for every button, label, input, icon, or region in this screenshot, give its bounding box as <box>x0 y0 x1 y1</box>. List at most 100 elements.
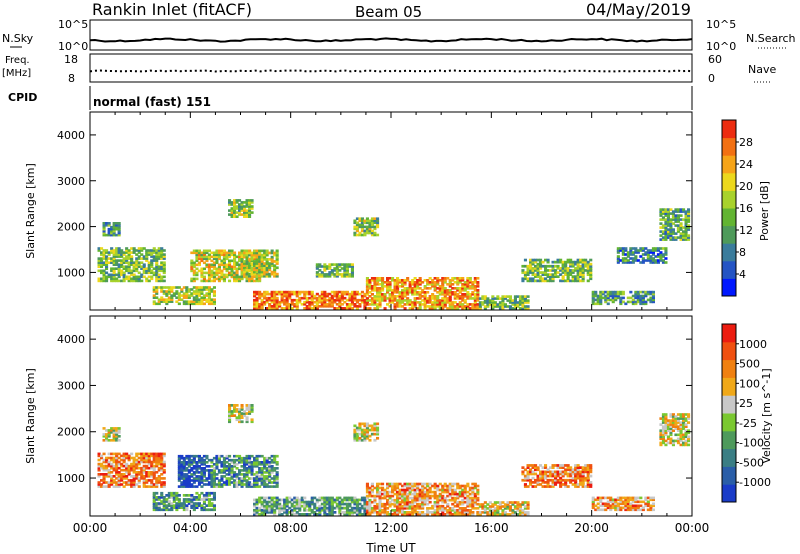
heatmap-cell <box>185 504 189 507</box>
heatmap-cell <box>130 485 134 488</box>
heatmap-cell <box>112 229 116 233</box>
heatmap-cell <box>368 498 372 502</box>
heatmap-cell <box>132 261 136 264</box>
heatmap-cell <box>536 258 540 262</box>
heatmap-cell <box>381 283 385 286</box>
heatmap-cell <box>448 511 452 514</box>
heatmap-cell <box>105 255 109 258</box>
heatmap-cell <box>265 508 269 512</box>
heatmap-cell <box>436 301 440 304</box>
heatmap-cell <box>195 294 199 297</box>
heatmap-cell <box>135 269 139 273</box>
heatmap-cell <box>293 500 297 504</box>
heatmap-cell <box>496 305 500 308</box>
heatmap-cell <box>160 508 164 512</box>
heatmap-cell <box>122 468 126 472</box>
heatmap-cell <box>446 277 450 280</box>
heatmap-cell <box>423 295 427 298</box>
heatmap-cell <box>295 290 299 294</box>
heatmap-cell <box>418 303 422 306</box>
heatmap-cell <box>197 465 201 468</box>
heatmap-cell <box>616 247 620 250</box>
heatmap-cell <box>518 295 522 298</box>
heatmap-cell <box>285 294 289 298</box>
heatmap-cell <box>539 472 543 476</box>
heatmap-cell <box>649 292 653 296</box>
heatmap-cell <box>245 469 249 472</box>
heatmap-cell <box>162 255 166 258</box>
heatmap-cell <box>245 456 249 460</box>
heatmap-cell <box>115 483 119 486</box>
heatmap-cell <box>228 473 232 476</box>
heatmap-cell <box>240 255 244 259</box>
heatmap-cell <box>358 438 362 442</box>
heatmap-cell <box>453 297 457 300</box>
heatmap-cell <box>325 305 329 308</box>
heatmap-cell <box>687 212 691 215</box>
heatmap-cell <box>288 294 292 298</box>
heatmap-cell <box>152 477 156 480</box>
heatmap-cell <box>443 482 447 486</box>
heatmap-cell <box>162 468 166 472</box>
heatmap-cell <box>350 292 354 296</box>
heatmap-cell <box>456 482 460 486</box>
heatmap-cell <box>348 496 352 500</box>
heatmap-cell <box>250 259 254 263</box>
heatmap-cell <box>233 203 237 206</box>
heatmap-cell <box>416 307 420 310</box>
heatmap-cell <box>368 488 372 492</box>
heatmap-cell <box>185 494 189 497</box>
heatmap-cell <box>243 414 247 417</box>
heatmap-cell <box>649 255 653 258</box>
heatmap-cell <box>228 265 232 269</box>
heatmap-cell <box>398 490 402 494</box>
heatmap-cell <box>446 486 450 490</box>
heatmap-cell <box>165 292 169 295</box>
heatmap-cell <box>586 470 590 474</box>
heatmap-cell <box>360 223 364 227</box>
heatmap-cell <box>105 265 109 268</box>
heatmap-cell <box>616 249 620 252</box>
heatmap-cell <box>192 461 196 464</box>
heatmap-cell <box>340 298 344 302</box>
heatmap-cell <box>125 481 129 484</box>
heatmap-cell <box>210 471 214 474</box>
heatmap-cell <box>248 465 252 468</box>
heatmap-cell <box>491 295 495 298</box>
heatmap-cell <box>177 494 181 497</box>
heatmap-cell <box>192 496 196 499</box>
heatmap-cell <box>155 491 159 495</box>
heatmap-cell <box>536 279 540 283</box>
heatmap-cell <box>310 502 314 506</box>
heatmap-cell <box>142 265 146 268</box>
heatmap-cell <box>228 213 232 216</box>
heatmap-cell <box>270 307 274 310</box>
heatmap-cell <box>160 502 164 505</box>
heatmap-cell <box>448 289 452 292</box>
heatmap-cell <box>589 470 593 474</box>
heatmap-cell <box>599 298 603 302</box>
heatmap-cell <box>471 283 475 286</box>
heatmap-cell <box>270 260 274 263</box>
heatmap-cell <box>200 461 204 464</box>
heatmap-cell <box>140 475 144 478</box>
heatmap-cell <box>308 290 312 294</box>
heatmap-cell <box>243 255 247 259</box>
heatmap-cell <box>408 486 412 490</box>
heatmap-cell <box>210 265 214 269</box>
heatmap-cell <box>248 205 252 208</box>
heatmap-cell <box>619 296 623 300</box>
heatmap-cell <box>486 299 490 302</box>
heatmap-cell <box>100 277 104 281</box>
heatmap-cell <box>167 298 171 301</box>
heatmap-cell <box>428 482 432 486</box>
heatmap-cell <box>300 500 304 504</box>
heatmap-cell <box>112 257 116 260</box>
heatmap-cell <box>273 251 277 255</box>
heatmap-cell <box>245 406 249 409</box>
heatmap-cell <box>451 492 455 496</box>
heatmap-cell <box>260 469 264 472</box>
heatmap-cell <box>406 277 410 280</box>
heatmap-cell <box>192 456 196 460</box>
heatmap-cell <box>253 508 257 512</box>
